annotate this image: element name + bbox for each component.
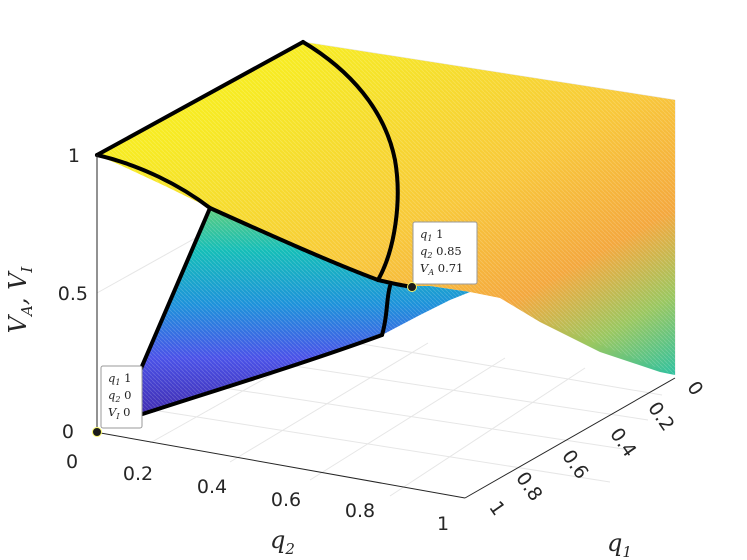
surface-mesh [97, 42, 675, 422]
q2-tick-label: 0.6 [271, 489, 301, 511]
z-tick-label: 1 [68, 145, 80, 167]
boundary-upper-left [95, 40, 305, 157]
q1-tick-label: 0 [682, 377, 707, 400]
floor-grid-5 [139, 407, 611, 483]
q1-axis-label-main: q [607, 529, 622, 557]
axis-labels: VA, VI q2 q1 [4, 266, 632, 560]
q1-axis-line [464, 377, 676, 499]
q2-tick-label: 0.2 [123, 463, 153, 485]
q2-axis-line [94, 431, 466, 499]
boundary-lower-right [380, 284, 392, 337]
q2-axis-label-main: q [270, 526, 285, 554]
q2-axis-label-sub: 2 [284, 540, 295, 558]
floor-grid-4 [389, 367, 586, 497]
q1-tick-label: 1 [484, 497, 509, 520]
q2-tick-label: 0 [66, 451, 78, 473]
datatip-box [100, 365, 143, 429]
surface [97, 42, 675, 422]
datatip-line: q1 1 [108, 371, 131, 387]
datatip-marker[interactable] [407, 282, 417, 292]
q2-tick-label: 0.8 [345, 500, 375, 522]
boundary-upper-arc [301, 40, 400, 282]
q2-axis-label: q2 [270, 526, 295, 558]
floor-grid-2 [229, 342, 429, 463]
q2-tick-label: 1 [437, 513, 449, 535]
datatip-line: VI 0 [108, 405, 130, 421]
axes [94, 155, 676, 499]
z-tick-label: 0.5 [58, 283, 88, 305]
datatip-line: q2 0 [108, 388, 131, 404]
datatip-line: q1 1 [420, 227, 443, 243]
z-axis-label: VA, VI [4, 266, 36, 334]
q1-tick-label: 0.6 [557, 446, 592, 483]
floor-grid-7 [234, 356, 649, 421]
datatip-marker[interactable] [92, 427, 102, 437]
boundary-lower-bottom [116, 333, 384, 424]
q1-axis-label-sub: 1 [622, 543, 632, 560]
q1-tick-label: 0.8 [511, 468, 546, 505]
datatip-line: q2 0.85 [420, 244, 462, 260]
datatip-line: VA 0.71 [420, 261, 463, 277]
boundary-middle-curve [95, 153, 414, 289]
z-tick-label: 0 [62, 421, 74, 443]
q1-axis-label: q1 [607, 529, 632, 560]
floor-grid-3 [309, 357, 506, 481]
datatip-box [412, 221, 478, 285]
q2-tick-label: 0.4 [197, 476, 227, 498]
q1-tick-label: 0.4 [605, 424, 640, 461]
q1-tick-label: 0.2 [643, 398, 678, 435]
datatip[interactable]: q1 1q2 0VI 0 [92, 365, 143, 437]
floor-grid-6 [184, 381, 631, 451]
